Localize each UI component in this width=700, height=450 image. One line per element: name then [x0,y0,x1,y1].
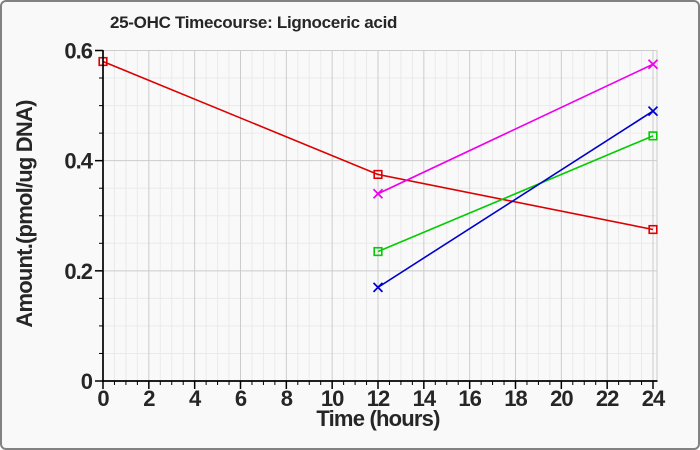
x-axis-label: Time (hours) [316,406,440,431]
x-tick-label: 8 [281,386,293,411]
y-tick-label: 0.4 [64,149,93,174]
major-gridlines [103,50,657,381]
green-open-square-series-marker [648,131,658,141]
blue-x-series-marker [647,105,659,117]
x-tick-label: 6 [235,386,247,411]
x-tick-label: 2 [143,386,155,411]
magenta-x-series-line [377,63,654,195]
x-tick-label: 20 [550,386,573,411]
green-open-square-series-line [377,135,654,253]
red-open-square-series-marker [648,224,658,235]
magenta-x-series-marker [647,59,659,70]
y-tick-label: 0.6 [64,39,92,64]
x-tick-label: 16 [458,386,481,411]
blue-x-series-marker [372,282,384,293]
chart-title: 25-OHC Timecourse: Lignoceric acid [110,13,397,32]
x-tick-label: 24 [642,386,666,411]
green-open-square-series-marker [373,246,383,257]
x-tick-label: 22 [596,386,619,411]
x-tick-label: 12 [367,386,390,411]
minor-gridlines [103,50,657,381]
red-open-square-series-marker [373,169,383,180]
y-tick-label: 0 [81,369,93,394]
x-tick-label: 4 [189,386,202,411]
red-open-square-series-line [102,60,654,231]
x-tick-label: 14 [413,386,437,411]
series-group [98,56,659,293]
y-axis-label: Amount.(pmol/ug DNA) [12,100,37,328]
x-tick-label: 0 [97,386,109,411]
axes [95,49,658,389]
plot-border [103,50,658,381]
x-tick-label: 18 [504,386,527,411]
magenta-x-series-marker [372,188,384,199]
y-tick-label: 0.2 [64,259,92,284]
x-tick-label: 10 [321,386,344,411]
blue-x-series-line [377,110,654,289]
